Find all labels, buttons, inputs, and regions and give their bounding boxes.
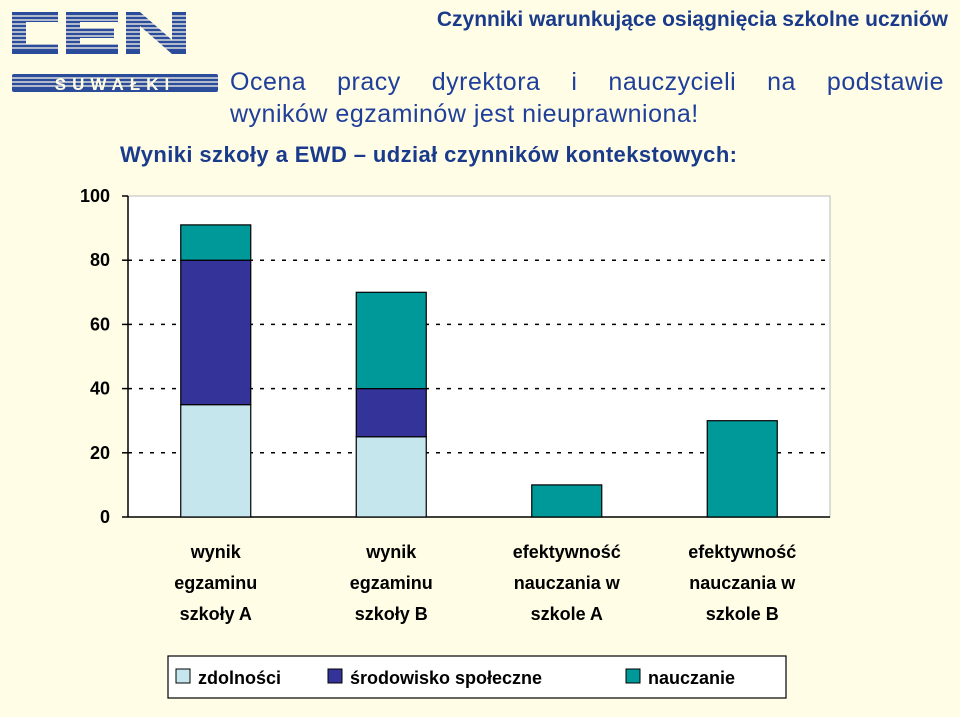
subtitle-text: Ocena pracy dyrektora i nauczycieli na p… [230, 66, 950, 130]
y-tick-label: 60 [90, 314, 110, 334]
legend-swatch [175, 668, 191, 684]
legend-swatch [625, 668, 641, 684]
bar-segment [180, 404, 252, 518]
category-label: szkole A [531, 604, 603, 624]
chart-legend: zdolności środowisko społeczne nauczanie [167, 655, 787, 699]
category-label: szkoły A [180, 604, 252, 624]
bar-segment [706, 420, 778, 518]
y-tick-label: 100 [80, 186, 110, 206]
category-labels: wynik egzaminu szkoły A wynik egzaminu szkoły… [174, 542, 796, 624]
subtitle-line-1: Ocena pracy dyrektora i nauczycieli na p… [230, 68, 944, 96]
legend-label: środowisko społeczne [350, 668, 542, 688]
legend-swatch [327, 668, 343, 684]
bar-segment [355, 388, 427, 438]
page-title: Czynniki warunkujące osiągnięcia szkolne… [436, 8, 948, 31]
logo-bottom-text: SUWAŁKI [55, 75, 175, 94]
chart-heading: Wyniki szkoły a EWD – udział czynników k… [120, 142, 738, 167]
category-label: nauczania w [514, 573, 621, 593]
legend-label: nauczanie [648, 668, 735, 688]
category-label: efektywność [688, 542, 796, 562]
y-axis-ticks: 0 20 40 60 80 100 [80, 186, 128, 527]
category-label: efektywność [513, 542, 621, 562]
category-label: szkole B [706, 604, 779, 624]
bar-segment [180, 259, 252, 406]
bar-segment [355, 436, 427, 518]
bar-segment [355, 291, 427, 390]
legend-label: zdolności [198, 668, 281, 688]
chart-bars [180, 224, 778, 518]
subtitle-line-2: wyników egzaminów jest nieuprawniona! [230, 100, 699, 128]
category-label: egzaminu [350, 573, 433, 593]
category-label: egzaminu [174, 573, 257, 593]
bar-segment [180, 224, 252, 261]
category-label: wynik [190, 542, 242, 562]
y-tick-label: 80 [90, 250, 110, 270]
cen-suwalki-logo: SUWAŁKI [12, 12, 218, 94]
category-label: nauczania w [689, 573, 796, 593]
y-tick-label: 20 [90, 443, 110, 463]
category-label: wynik [365, 542, 417, 562]
y-tick-label: 0 [100, 507, 110, 527]
category-label: szkoły B [355, 604, 428, 624]
legend-box [167, 655, 787, 699]
bar-segment [531, 484, 603, 518]
y-tick-label: 40 [90, 379, 110, 399]
